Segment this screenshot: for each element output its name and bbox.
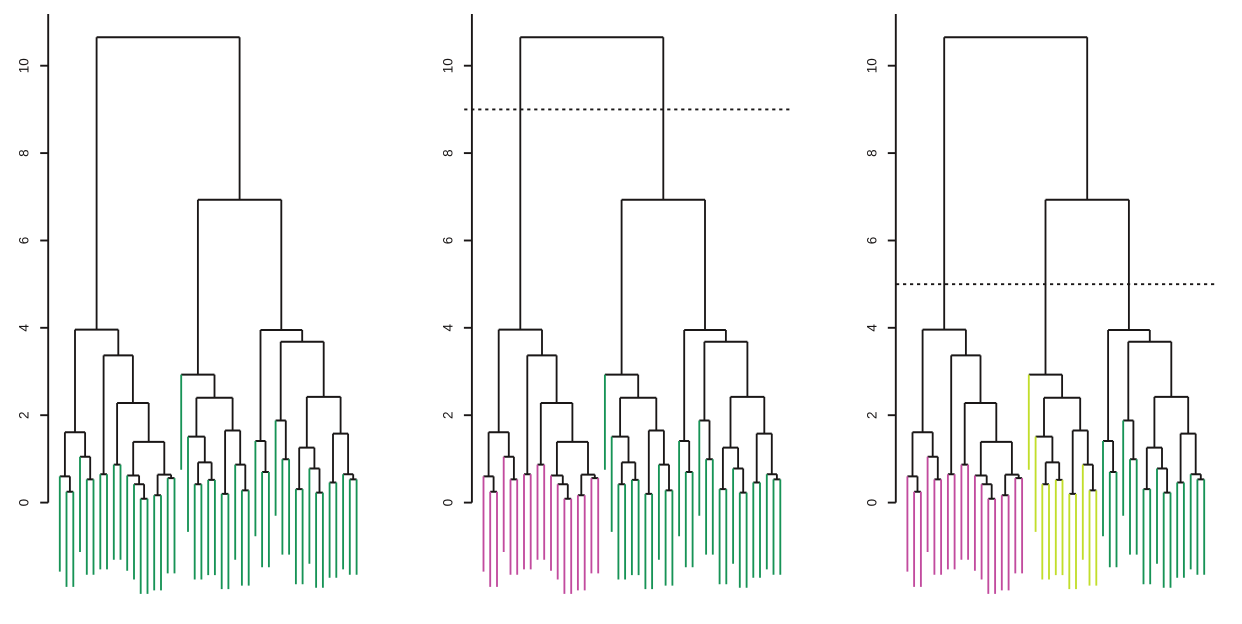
svg-text:4: 4 [17, 324, 32, 332]
svg-text:6: 6 [17, 237, 32, 245]
svg-text:0: 0 [17, 499, 32, 507]
svg-text:6: 6 [864, 237, 879, 245]
svg-text:0: 0 [440, 499, 455, 507]
svg-text:10: 10 [440, 58, 455, 73]
svg-text:2: 2 [864, 411, 879, 419]
svg-text:10: 10 [17, 58, 32, 73]
svg-text:4: 4 [440, 324, 455, 332]
svg-text:0: 0 [864, 499, 879, 507]
svg-text:10: 10 [864, 58, 879, 73]
svg-text:2: 2 [17, 411, 32, 419]
svg-text:4: 4 [864, 324, 879, 332]
svg-text:8: 8 [440, 149, 455, 157]
svg-text:2: 2 [440, 411, 455, 419]
svg-text:8: 8 [864, 149, 879, 157]
svg-text:8: 8 [17, 149, 32, 157]
svg-text:6: 6 [440, 237, 455, 245]
